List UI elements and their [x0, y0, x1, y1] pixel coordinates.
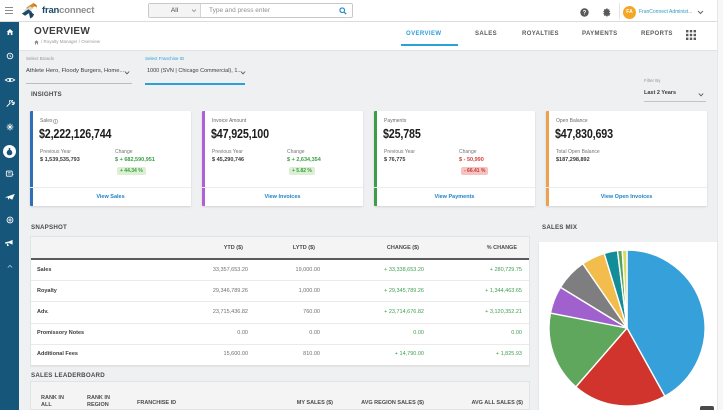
svg-text:?: ? [583, 11, 587, 17]
